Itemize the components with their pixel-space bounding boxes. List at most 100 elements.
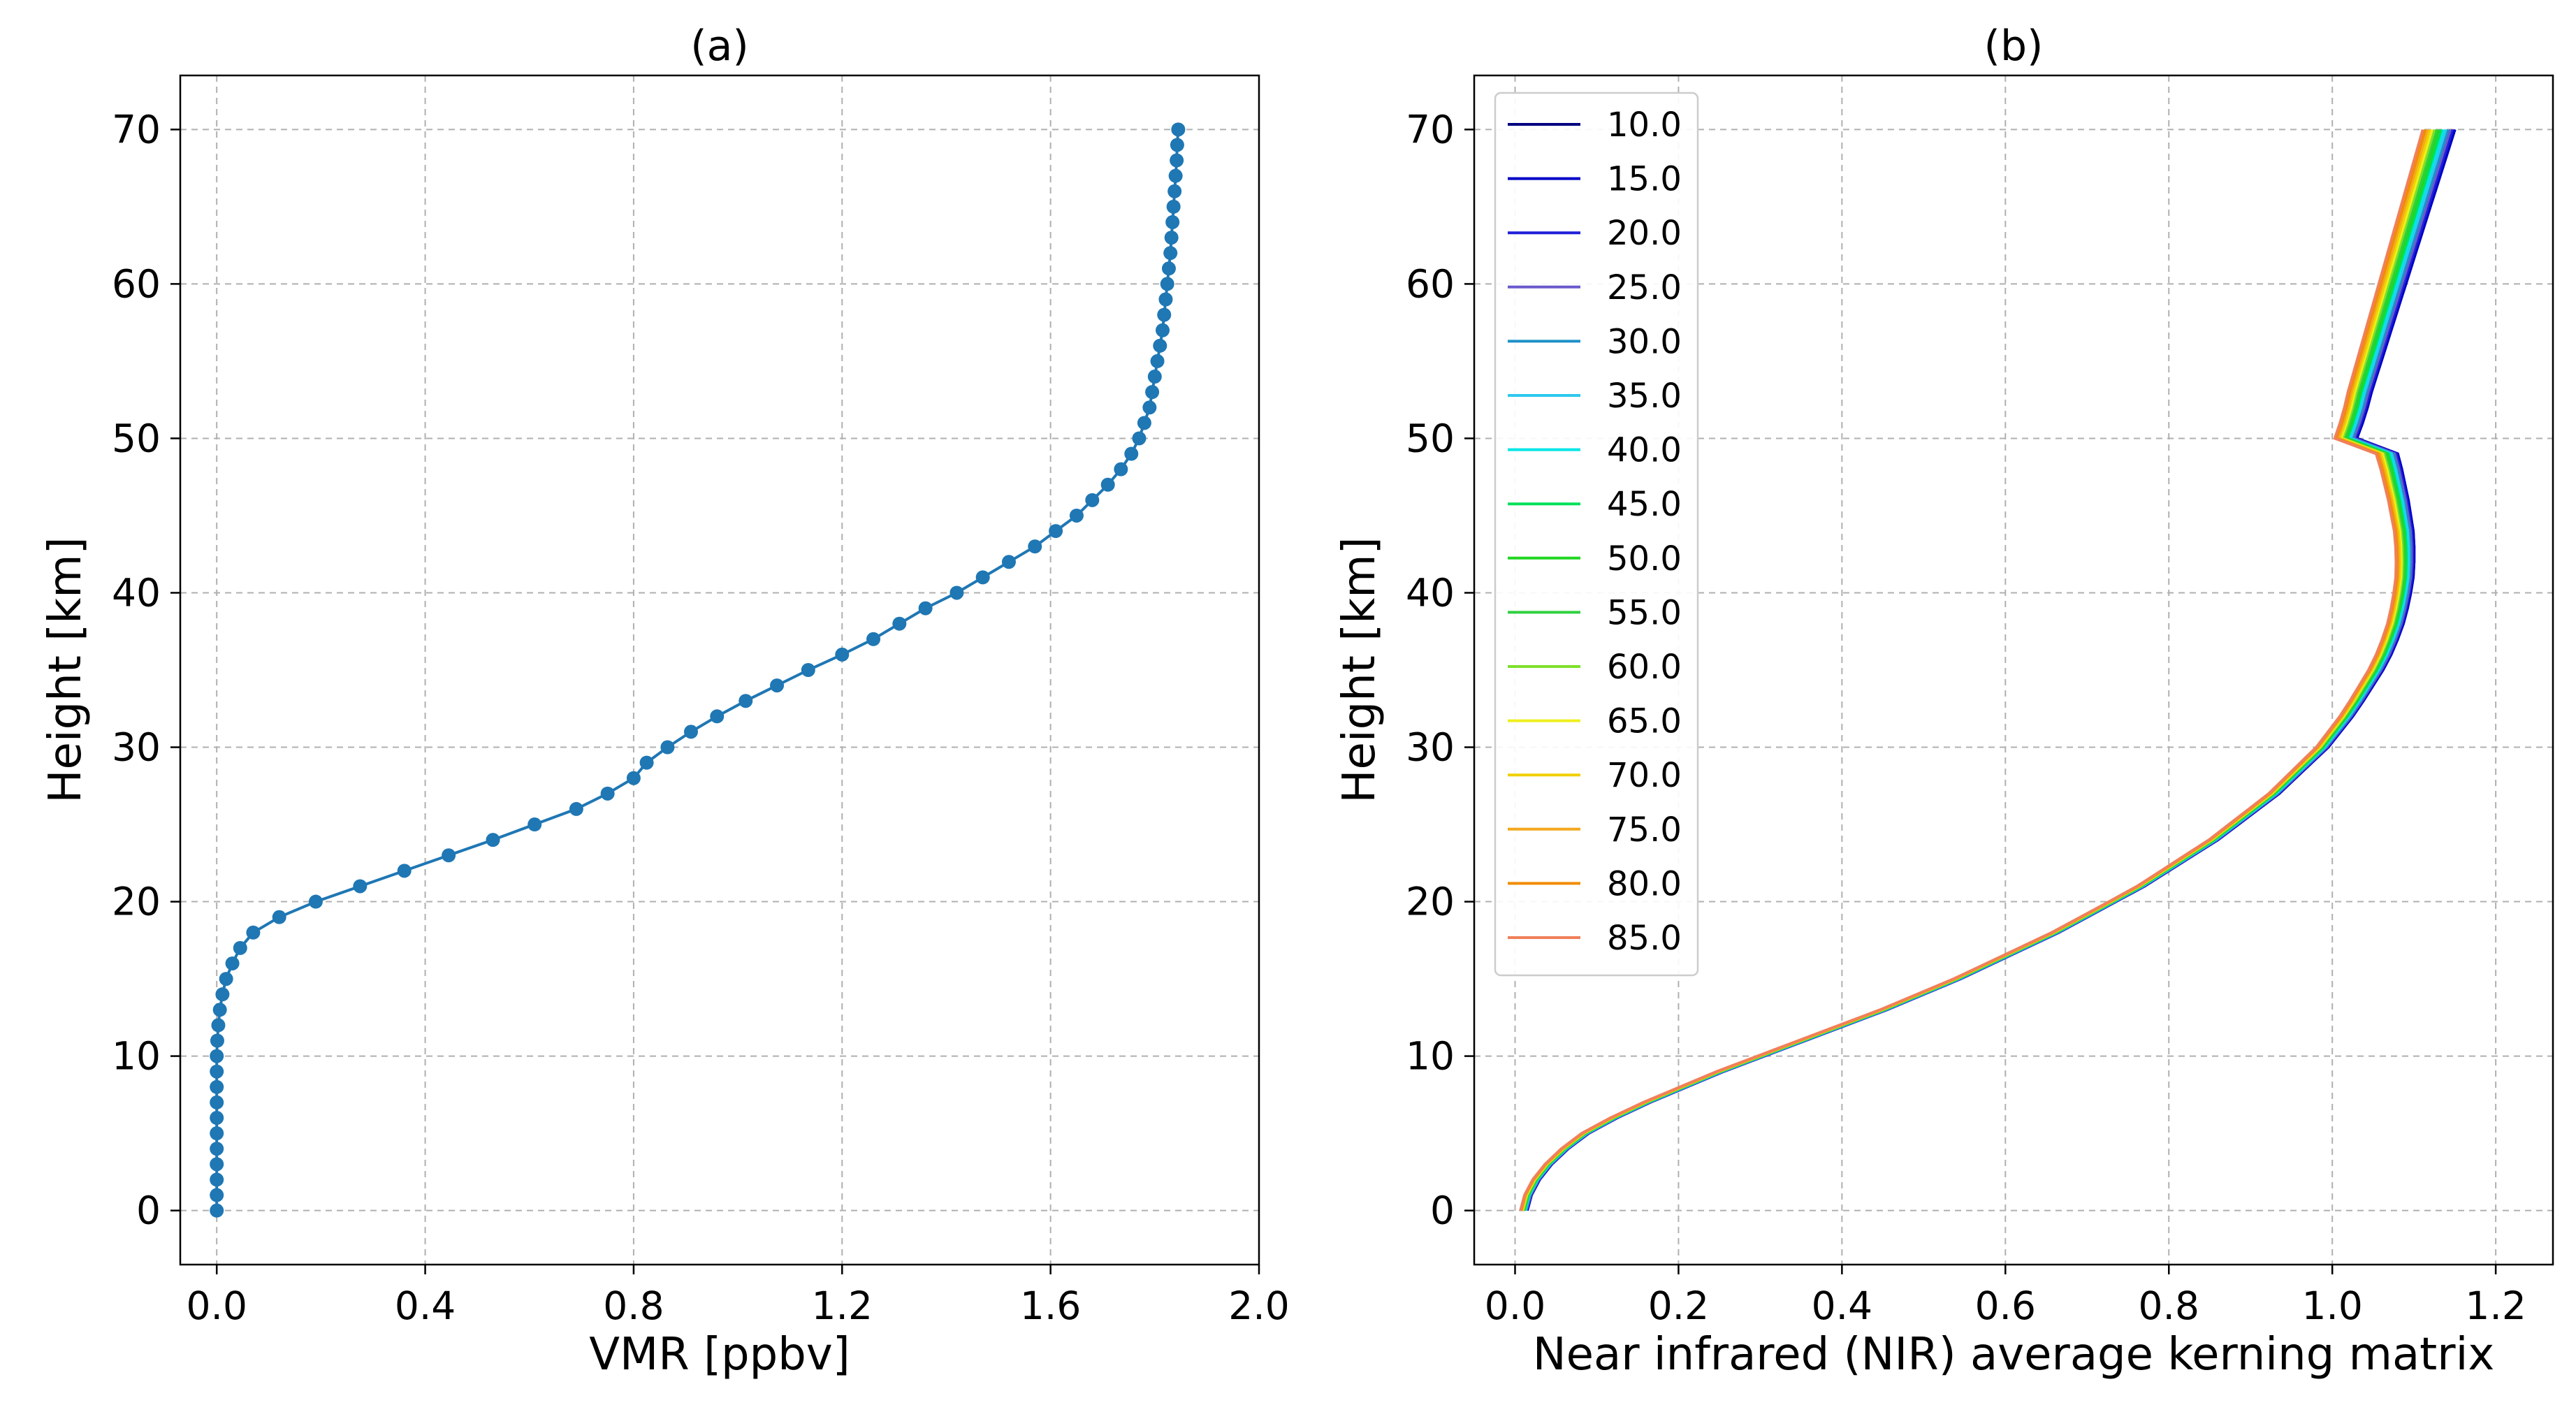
data-point: [210, 1126, 224, 1141]
y-tick-label: 20: [112, 880, 161, 924]
data-point: [626, 771, 641, 785]
data-point: [1114, 462, 1128, 476]
data-point: [210, 1079, 224, 1094]
legend-box: [1494, 92, 1699, 977]
panel-a: (a) 0.0 0.4 0.8 1.2 1.6 2.0 0 10 20 30 40 50 60 70 VM…: [40, 22, 1290, 1381]
series-line: [215, 129, 1180, 1211]
x-tick-label: 1.2: [2465, 1283, 2526, 1328]
data-point: [225, 956, 240, 970]
data-point: [210, 1049, 224, 1063]
data-point: [210, 1095, 224, 1109]
data-point: [835, 647, 850, 662]
data-point: [211, 1018, 226, 1033]
data-point: [1164, 231, 1179, 245]
legend-label: 40.0: [1607, 431, 1682, 470]
data-point: [210, 1111, 224, 1126]
panel-a-ylabel: Height [km]: [40, 537, 92, 803]
data-point: [1170, 138, 1184, 152]
y-tick-label: 60: [112, 261, 161, 306]
data-point: [710, 709, 725, 724]
data-point: [1161, 261, 1176, 276]
x-tick-label: 0.2: [1648, 1283, 1709, 1328]
y-tick-label: 40: [112, 570, 161, 615]
y-tick-label: 10: [1406, 1034, 1455, 1079]
x-tick-label: 1.6: [1020, 1283, 1081, 1328]
data-point: [770, 678, 785, 693]
x-tick-label: 2.0: [1228, 1283, 1289, 1328]
panel-b: (b) 0.0 0.2 0.4 0.6 0.8 1.0 1.2 0 10 20 30 40 50 60 70…: [1334, 22, 2554, 1381]
panel-a-xlabel: VMR [ppbv]: [589, 1329, 850, 1381]
data-point: [1049, 524, 1063, 539]
legend-label: 55.0: [1607, 593, 1682, 632]
panel-b-xlabel: Near infrared (NIR) average kerning matr…: [1533, 1329, 2494, 1381]
data-point: [1145, 385, 1160, 400]
x-tick-label: 0.0: [186, 1283, 247, 1328]
data-point: [949, 585, 964, 600]
panel-b-ticks: 0.0 0.2 0.4 0.6 0.8 1.0 1.2 0 10 20 30 40 50 60 70: [1406, 107, 2526, 1328]
x-tick-label: 0.4: [1812, 1283, 1872, 1328]
data-point: [1153, 338, 1167, 353]
x-tick-label: 1.2: [812, 1283, 873, 1328]
x-tick-label: 0.8: [603, 1283, 664, 1328]
data-point: [660, 740, 675, 755]
data-point: [639, 755, 654, 770]
data-point: [210, 1188, 224, 1202]
x-tick-label: 1.0: [2301, 1283, 2362, 1328]
data-point: [233, 940, 247, 955]
y-tick-label: 30: [112, 725, 161, 770]
y-tick-label: 20: [1406, 880, 1455, 924]
panel-a-title: (a): [690, 22, 749, 71]
data-point: [1168, 168, 1183, 183]
data-point: [1160, 277, 1174, 291]
data-point: [801, 663, 815, 677]
legend-label: 80.0: [1607, 864, 1682, 903]
data-point: [308, 894, 323, 909]
data-point: [1142, 400, 1157, 415]
data-point: [272, 910, 286, 924]
x-tick-label: 0.4: [395, 1283, 456, 1328]
data-point: [210, 1033, 224, 1048]
data-point: [569, 801, 583, 816]
data-point: [246, 925, 261, 940]
data-point: [210, 1203, 224, 1218]
panel-b-legend: 10.0 15.0 20.0 25.0 30.0 35.0 40.0 45.0 50.0 55.0…: [1494, 92, 1699, 977]
y-tick-label: 30: [1406, 725, 1455, 770]
legend-label: 60.0: [1607, 648, 1682, 687]
data-point: [1158, 292, 1173, 307]
data-point: [1085, 493, 1100, 507]
legend-label: 85.0: [1607, 919, 1682, 958]
data-point: [1132, 431, 1147, 446]
data-point: [1124, 446, 1139, 461]
data-point: [1001, 555, 1016, 569]
data-point: [210, 1172, 224, 1187]
data-point: [1157, 307, 1172, 322]
data-point: [1166, 199, 1181, 214]
legend-label: 45.0: [1607, 485, 1682, 524]
x-tick-label: 0.6: [1975, 1283, 2036, 1328]
data-point: [738, 694, 753, 708]
data-point: [1028, 539, 1042, 554]
data-point: [1167, 184, 1182, 198]
data-point: [683, 725, 698, 739]
data-point: [1147, 370, 1162, 384]
data-point: [442, 848, 456, 863]
x-tick-label: 0.8: [2139, 1283, 2199, 1328]
y-tick-label: 60: [1406, 261, 1455, 306]
x-tick-label: 0.0: [1485, 1283, 1545, 1328]
y-tick-label: 0: [1430, 1188, 1455, 1233]
y-tick-label: 50: [1406, 416, 1455, 460]
data-point: [1163, 246, 1178, 261]
data-point: [918, 601, 933, 616]
legend-label: 70.0: [1607, 756, 1682, 795]
legend-label: 30.0: [1607, 322, 1682, 361]
data-point: [1170, 153, 1184, 168]
data-point: [1069, 508, 1084, 523]
data-point: [1100, 477, 1115, 492]
data-point: [353, 879, 368, 894]
legend-label: 20.0: [1607, 214, 1682, 253]
y-tick-label: 70: [112, 107, 161, 152]
data-point: [219, 972, 233, 987]
y-tick-label: 0: [136, 1188, 161, 1233]
legend-items: 10.0 15.0 20.0 25.0 30.0 35.0 40.0 45.0 50.0 55.0…: [1508, 105, 1682, 958]
